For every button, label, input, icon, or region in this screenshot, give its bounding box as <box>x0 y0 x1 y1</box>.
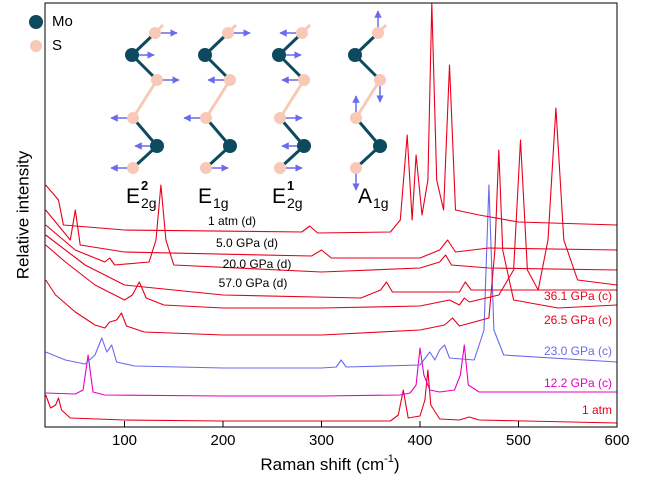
trace-label: 12.2 GPa (c) <box>544 376 612 390</box>
mode-sup: 2 <box>141 178 148 193</box>
s-atom <box>222 27 234 39</box>
x-tick-label: 300 <box>309 432 334 449</box>
spectrum <box>45 344 617 397</box>
mode-label: A1g <box>358 185 389 211</box>
s-atom <box>200 112 212 124</box>
x-axis-label: Raman shift (cm-1) <box>260 453 399 475</box>
x-label-end: ) <box>394 455 400 474</box>
s-atom <box>372 27 384 39</box>
s-atom <box>200 162 212 174</box>
s-atom <box>224 74 236 86</box>
mode-sub: 2g <box>287 195 303 211</box>
trace-label: 5.0 GPa (d) <box>216 236 278 250</box>
s-atom <box>350 112 362 124</box>
bond <box>278 79 306 119</box>
mode-letter: A <box>358 185 372 208</box>
mode-sup: 1 <box>287 178 294 193</box>
traces <box>45 2 618 424</box>
mode-sub: 1g <box>213 195 229 211</box>
bond <box>131 79 159 119</box>
trace-label: 1 atm (d) <box>208 214 256 228</box>
legend-marker <box>30 40 42 52</box>
trace-label: 36.1 GPa (c) <box>544 289 612 303</box>
x-tick-label: 500 <box>506 432 531 449</box>
s-atom <box>296 27 308 39</box>
trace-label: 26.5 GPa (c) <box>544 313 612 327</box>
mode-sub: 2g <box>141 195 157 211</box>
bond <box>354 79 382 119</box>
mo-atom <box>150 139 164 153</box>
x-tick-label: 100 <box>112 432 137 449</box>
mo-atom <box>223 139 237 153</box>
mode-sub: 1g <box>373 195 389 211</box>
mode-letter: E <box>198 185 212 208</box>
spectrum <box>45 2 618 234</box>
mode-label: E1g <box>198 185 229 211</box>
spectrum <box>45 369 618 424</box>
legend-label: S <box>52 37 62 54</box>
s-atom <box>149 27 161 39</box>
mo-atom <box>373 139 387 153</box>
spectrum <box>45 209 618 259</box>
s-atom <box>374 74 386 86</box>
x-tick-label: 400 <box>407 432 432 449</box>
mo-atom <box>272 48 286 62</box>
mo-atom <box>348 48 362 62</box>
y-axis-label: Relative intensity <box>13 150 32 279</box>
s-atom <box>151 74 163 86</box>
x-label-text: Raman shift (cm <box>260 455 384 474</box>
mo-atom <box>297 139 311 153</box>
s-atom <box>274 162 286 174</box>
mode-label: E1 2g <box>272 178 303 210</box>
spectrum <box>45 149 618 336</box>
trace-label: 23.0 GPa (c) <box>544 344 612 358</box>
x-label-sup: -1 <box>384 453 394 465</box>
s-atom <box>127 112 139 124</box>
s-atom <box>127 162 139 174</box>
x-tick-label: 600 <box>604 432 629 449</box>
s-atom <box>274 112 286 124</box>
mo-atom <box>198 48 212 62</box>
spectrum <box>45 184 618 273</box>
trace-label: 1 atm <box>582 403 612 417</box>
s-atom <box>350 162 362 174</box>
s-atom <box>298 74 310 86</box>
mode-label: E2 2g <box>126 178 157 210</box>
bond <box>204 79 232 119</box>
trace-label: 57.0 GPa (d) <box>219 276 288 290</box>
x-tick-label: 200 <box>210 432 235 449</box>
legend-marker <box>29 15 43 29</box>
spectrum <box>45 234 617 299</box>
legend-label: Mo <box>52 13 73 30</box>
spectrum <box>45 107 618 309</box>
spectrum <box>45 184 618 369</box>
mode-letter: E <box>126 185 140 208</box>
plot-frame <box>44 2 618 428</box>
mode-letter: E <box>272 185 286 208</box>
trace-label: 20.0 GPa (d) <box>223 257 292 271</box>
mo-atom <box>125 48 139 62</box>
